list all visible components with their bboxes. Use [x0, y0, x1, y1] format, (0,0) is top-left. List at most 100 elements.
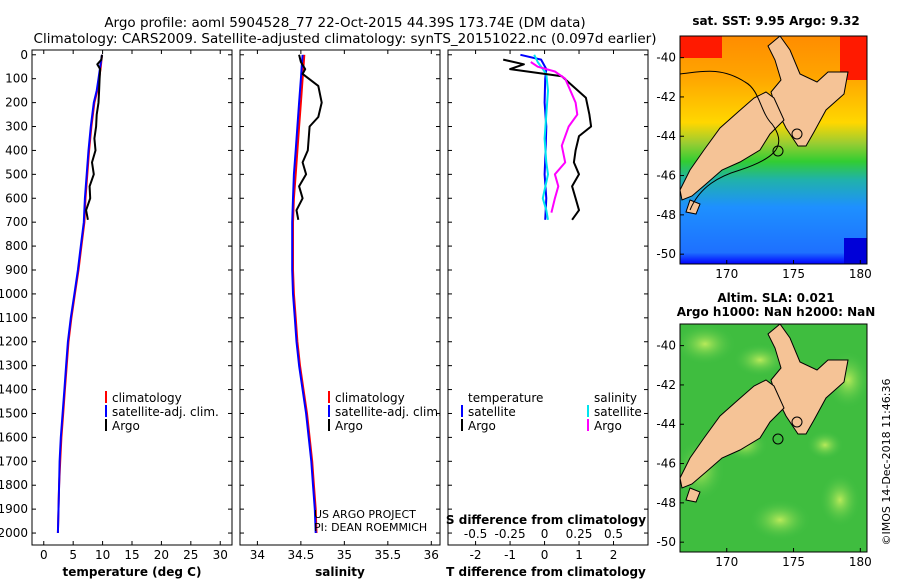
x-tick-label: 10	[95, 548, 110, 562]
sla-profile-marker-argo	[772, 433, 784, 445]
project-annotation-1: US ARGO PROJECT	[314, 508, 416, 521]
x-tick-label: 0	[40, 548, 48, 562]
series-line-argo-temperature	[502, 58, 593, 221]
sst-cold-patch	[844, 238, 867, 264]
map-y-tick-label: -44	[656, 417, 676, 431]
new-zealand-north-island	[767, 36, 849, 147]
difference-panel	[447, 49, 649, 546]
sst-profile-marker	[791, 128, 803, 140]
sst-profile-marker-argo	[772, 145, 784, 157]
x-tick-label: 25	[183, 548, 198, 562]
x-tick-label: -2	[470, 548, 482, 562]
depth-tick-label: 1500	[0, 406, 28, 420]
depth-tick-label: 700	[5, 215, 28, 229]
x-tick-label: 34.5	[288, 548, 315, 562]
salinity-panel	[239, 49, 441, 546]
title-line-2: Climatology: CARS2009. Satellite-adjuste…	[34, 31, 657, 47]
map-x-tick-label: 175	[782, 555, 805, 569]
top-x-tick-label: -0.5	[464, 527, 487, 541]
sst-warm-patch-west	[680, 36, 722, 58]
depth-tick-label: 1400	[0, 383, 28, 397]
sst-map-frame	[679, 35, 868, 265]
difference-top-x-ticks: -0.5 -0.25 0 0.25 0.5	[464, 527, 623, 541]
x-tick-label: 35.5	[374, 548, 401, 562]
salinity-axis-label: salinity	[315, 565, 365, 579]
depth-tick-label: 1300	[0, 359, 28, 373]
depth-tick-label: 600	[5, 191, 28, 205]
depth-tick-label: 200	[5, 96, 28, 110]
map-y-tick-label: -48	[656, 208, 676, 222]
depth-tick-label: 1200	[0, 335, 28, 349]
x-tick-label: -1	[504, 548, 516, 562]
stewart-island	[685, 199, 701, 215]
imos-stamp: ©IMOS 14-Dec-2018 11:46:36	[880, 379, 893, 546]
depth-tick-label: 1900	[0, 502, 28, 516]
depth-tick-label: 900	[5, 263, 28, 277]
depth-tick-label: 400	[5, 143, 28, 157]
legend-header-temperature: temperature	[468, 391, 543, 405]
stewart-island	[685, 487, 701, 503]
map-x-tick-label: 180	[849, 267, 872, 281]
map-y-tick-label: -46	[656, 457, 676, 471]
temperature-x-ticks: 0 5 10 15 20 25 30	[40, 50, 228, 562]
legend-label-satellite-temperature: satellite	[468, 405, 516, 419]
legend-label-argo: Argo	[112, 419, 140, 433]
map-y-tick-label: -42	[656, 378, 676, 392]
sla-map-axes: 170 175 180 -40 -42 -44 -46 -48 -50	[656, 339, 871, 569]
legend-label-climatology: climatology	[335, 391, 405, 405]
depth-tick-label: 500	[5, 167, 28, 181]
x-tick-label: 2	[610, 548, 618, 562]
map-y-tick-label: -48	[656, 496, 676, 510]
map-y-tick-label: -42	[656, 90, 676, 104]
project-annotation-2: PI: DEAN ROEMMICH	[314, 521, 427, 534]
depth-tick-label: 1800	[0, 478, 28, 492]
top-x-tick-label: 0	[541, 527, 549, 541]
sla-map	[680, 324, 867, 552]
x-tick-label: 34	[250, 548, 265, 562]
x-tick-label: 30	[213, 548, 228, 562]
new-zealand-north-island	[767, 324, 849, 435]
series-line-satellite-salinity	[533, 54, 549, 220]
depth-axis: 0 100 200 300 400 500 600 700 800 900 1000 1100 1200…	[0, 48, 648, 540]
map-y-tick-label: -50	[656, 535, 676, 549]
legend-label-satellite: satellite-adj. clim.	[335, 405, 442, 419]
map-x-tick-label: 170	[715, 555, 738, 569]
series-line-satellite	[291, 54, 317, 534]
top-x-tick-label: 0.5	[604, 527, 623, 541]
sla-profile-marker	[791, 416, 803, 428]
depth-tick-label: 800	[5, 239, 28, 253]
legend-label-argo: Argo	[335, 419, 363, 433]
sla-anomaly-blob	[807, 431, 843, 459]
series-line-satellite-temperature	[520, 53, 548, 220]
t-difference-axis-label: T difference from climatology	[446, 565, 646, 579]
sla-map-subtitle: Argo h1000: NaN h2000: NaN	[677, 305, 876, 319]
series-line-argo-salinity	[530, 61, 579, 213]
sst-map	[680, 36, 867, 264]
salinity-x-ticks: 34 34.5 35 35.5 36	[250, 50, 439, 562]
top-x-tick-label: -0.25	[495, 527, 526, 541]
legend-label-satellite-salinity: satellite	[594, 405, 642, 419]
series-line-satellite	[56, 54, 103, 534]
sst-map-axes: 170 175 180 -40 -42 -44 -46 -48 -50	[656, 51, 871, 281]
temperature-panel	[31, 49, 233, 546]
series-line-argo	[85, 54, 103, 220]
depth-tick-label: 300	[5, 120, 28, 134]
difference-legend: temperature satellite Argo salinity sate…	[461, 391, 642, 433]
temperature-legend: climatology satellite-adj. clim. Argo	[105, 391, 219, 433]
series-line-argo	[295, 54, 323, 220]
s-difference-axis-label: S difference from climatology	[446, 513, 646, 527]
depth-tick-label: 1700	[0, 454, 28, 468]
depth-tick-label: 0	[20, 48, 28, 62]
x-tick-label: 1	[575, 548, 583, 562]
difference-x-ticks: -2 -1 0 1 2	[470, 50, 618, 562]
map-y-tick-label: -44	[656, 129, 676, 143]
map-x-tick-label: 175	[782, 267, 805, 281]
depth-tick-label: 1000	[0, 287, 28, 301]
sst-map-title: sat. SST: 9.95 Argo: 9.32	[692, 14, 859, 28]
temperature-axis-label: temperature (deg C)	[63, 565, 202, 579]
sla-map-title: Altim. SLA: 0.021	[717, 291, 834, 305]
sla-anomaly-blob	[750, 500, 810, 540]
x-tick-label: 15	[124, 548, 139, 562]
x-tick-label: 36	[424, 548, 439, 562]
